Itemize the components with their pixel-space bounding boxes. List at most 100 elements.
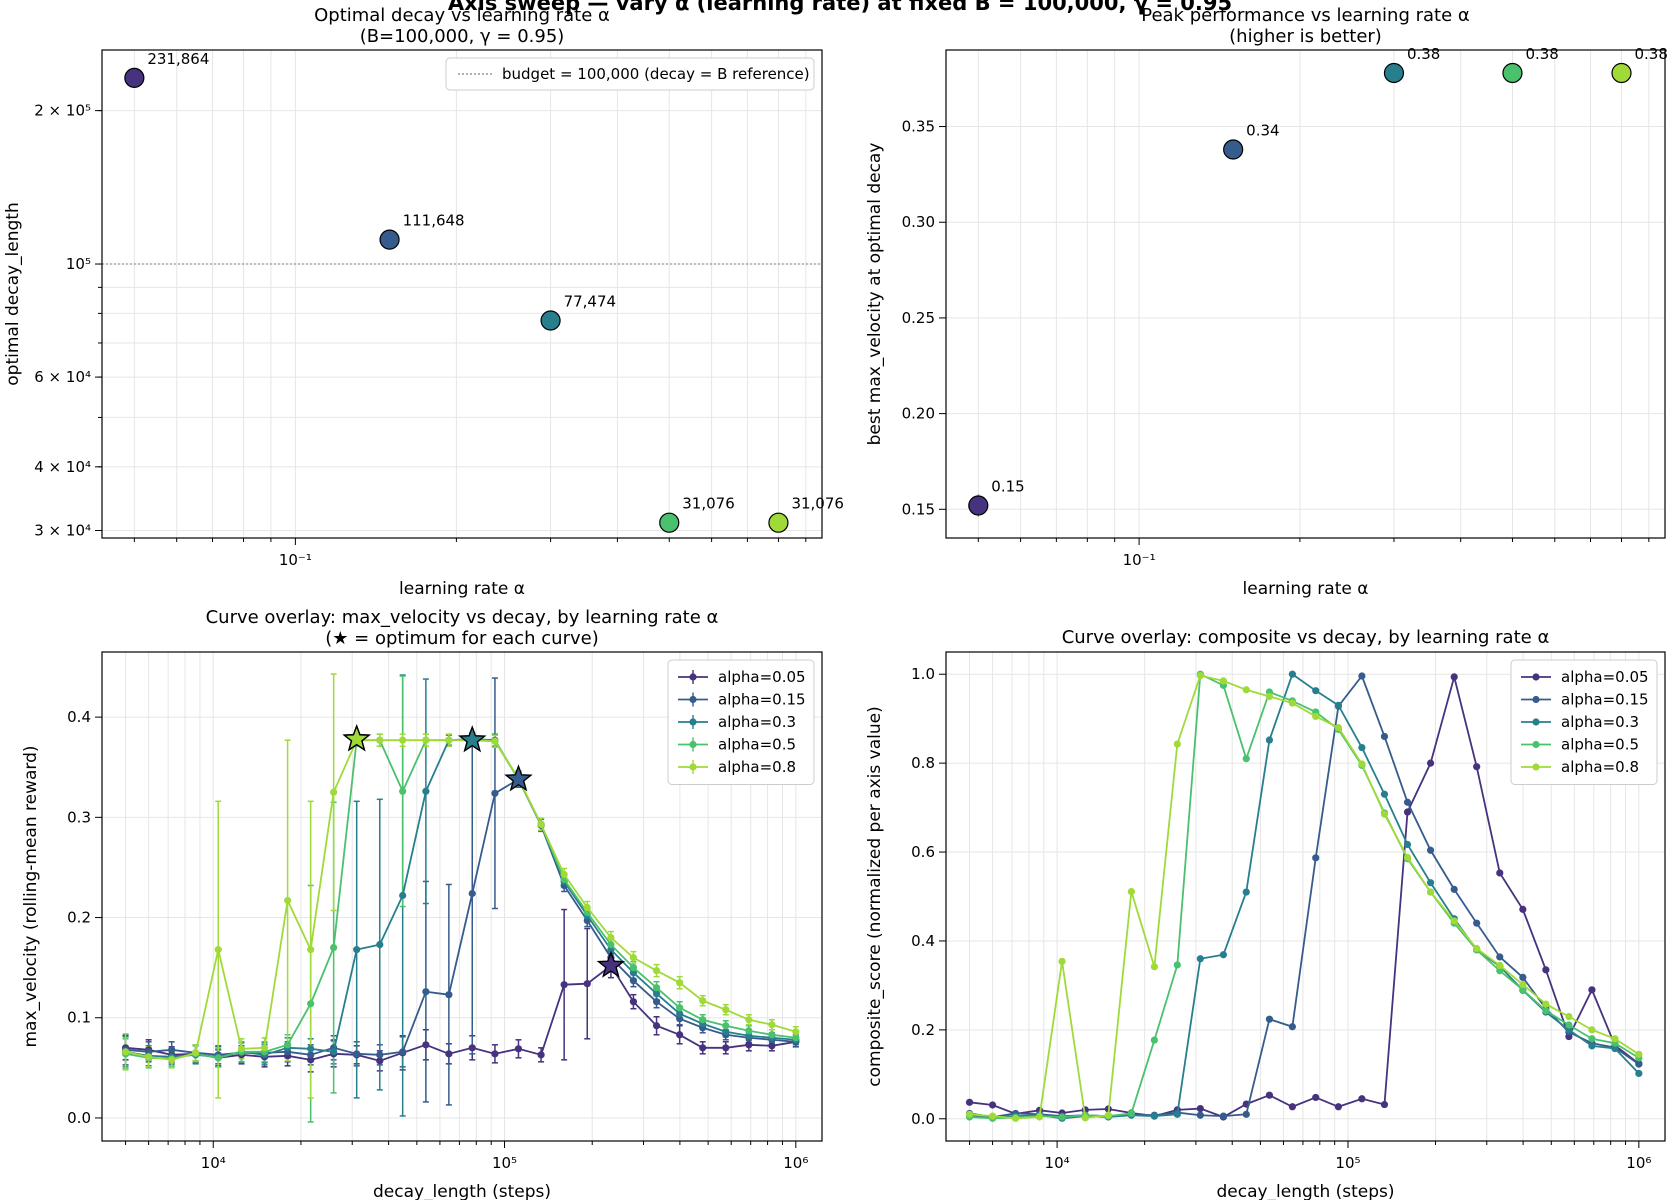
series-point <box>699 997 707 1005</box>
series-point <box>722 1028 730 1036</box>
series-point <box>399 787 407 795</box>
series-point <box>676 1031 684 1039</box>
series-point <box>768 1021 776 1029</box>
series-point <box>1242 888 1250 896</box>
series-point <box>214 1054 222 1062</box>
y-tick-label: 0.1 <box>67 1009 91 1027</box>
data-label: 111,648 <box>403 212 465 230</box>
series-point <box>537 820 545 828</box>
series-point <box>1450 885 1458 893</box>
x-tick-label: 10⁻¹ <box>1123 551 1156 569</box>
series-point <box>121 1048 130 1056</box>
data-label: 0.38 <box>1407 45 1440 63</box>
series-point <box>1519 986 1527 994</box>
series-point <box>1380 732 1389 741</box>
y-axis-label: composite_score (normalized per axis val… <box>865 706 885 1086</box>
series-point <box>1426 759 1435 767</box>
series-point <box>1058 957 1066 966</box>
y-tick-label: 0.0 <box>67 1109 91 1127</box>
series-point <box>607 933 615 942</box>
y-tick-label: 6 × 10⁴ <box>34 368 91 386</box>
series-point <box>1542 966 1550 974</box>
series-point <box>284 896 292 905</box>
series-point <box>445 991 453 999</box>
series-point <box>1473 919 1481 927</box>
series-point <box>1426 846 1435 854</box>
series-point <box>629 964 638 972</box>
series-point <box>607 940 615 949</box>
series-point <box>1288 670 1296 678</box>
series-point <box>1058 1113 1066 1121</box>
series-point <box>1219 677 1227 685</box>
series-point <box>1196 1111 1204 1119</box>
series-point <box>214 946 222 954</box>
x-axis-label: decay_length (steps) <box>373 1182 551 1200</box>
subplot-subtitle: (★ = optimum for each curve) <box>325 628 598 649</box>
series-point <box>1542 1000 1550 1008</box>
series-point <box>1012 1114 1020 1122</box>
series-point <box>652 1022 661 1030</box>
optimum-star-marker <box>457 725 487 753</box>
y-tick-label: 4 × 10⁴ <box>34 458 91 476</box>
y-tick-label: 0.15 <box>902 500 935 518</box>
series-line-alpha=0.8 <box>125 739 797 1061</box>
data-label: 0.38 <box>1525 45 1558 63</box>
data-point <box>659 512 680 533</box>
series-point <box>330 944 338 952</box>
series-point <box>583 903 591 912</box>
series-point <box>745 1027 753 1035</box>
series-point <box>491 737 499 745</box>
series-point <box>1588 986 1596 994</box>
series-point <box>330 788 338 796</box>
series-point <box>1288 1103 1296 1111</box>
series-point <box>1588 1042 1596 1050</box>
series-point <box>745 1032 753 1040</box>
y-axis-label: max_velocity (rolling-mean reward) <box>21 745 41 1047</box>
series-point <box>1150 1112 1158 1120</box>
series-point <box>491 789 499 797</box>
series-line-alpha=0.5 <box>969 672 1640 1120</box>
series-point <box>1265 692 1274 701</box>
subplot-title: Curve overlay: max_velocity vs decay, by… <box>206 607 719 628</box>
series-point <box>792 1028 800 1036</box>
series-point <box>1519 973 1527 982</box>
series-point <box>1403 798 1412 806</box>
data-label: 31,076 <box>791 495 844 513</box>
series-point <box>1450 917 1458 925</box>
y-tick-label: 0.2 <box>67 909 91 927</box>
series-point <box>629 998 638 1006</box>
data-label: 0.38 <box>1634 45 1667 63</box>
y-tick-label: 0.30 <box>902 213 935 231</box>
series-point <box>1173 961 1181 969</box>
y-tick-label: 0.25 <box>902 309 935 327</box>
legend-entry-label: alpha=0.8 <box>718 758 796 776</box>
series-point <box>376 1051 384 1059</box>
y-tick-label: 0.20 <box>902 405 935 423</box>
y-tick-label: 0.8 <box>911 754 935 772</box>
x-tick-label: 10⁵ <box>1335 1154 1360 1172</box>
series-point <box>307 1045 315 1053</box>
series-point <box>988 1112 997 1120</box>
series-point <box>1035 1113 1044 1121</box>
series-point <box>652 967 661 975</box>
series-point <box>514 1045 523 1053</box>
data-label: 231,864 <box>147 50 209 68</box>
legend-box <box>1510 659 1658 785</box>
series-point <box>1611 1035 1619 1043</box>
series-point <box>1081 1114 1089 1122</box>
series-point <box>422 988 430 996</box>
series-point <box>652 998 661 1006</box>
data-label: 0.34 <box>1246 122 1279 140</box>
series-point <box>1380 1100 1389 1109</box>
series-point <box>1219 951 1227 959</box>
series-point <box>468 1044 476 1052</box>
series-point <box>1358 672 1366 680</box>
series-point <box>376 1057 384 1065</box>
series-point <box>284 1041 292 1049</box>
x-tick-label: 10⁻¹ <box>279 551 312 569</box>
legend-entry-label: alpha=0.3 <box>718 713 796 731</box>
series-point <box>1496 961 1504 970</box>
series-point <box>1219 1112 1227 1120</box>
series-point <box>1519 905 1527 913</box>
